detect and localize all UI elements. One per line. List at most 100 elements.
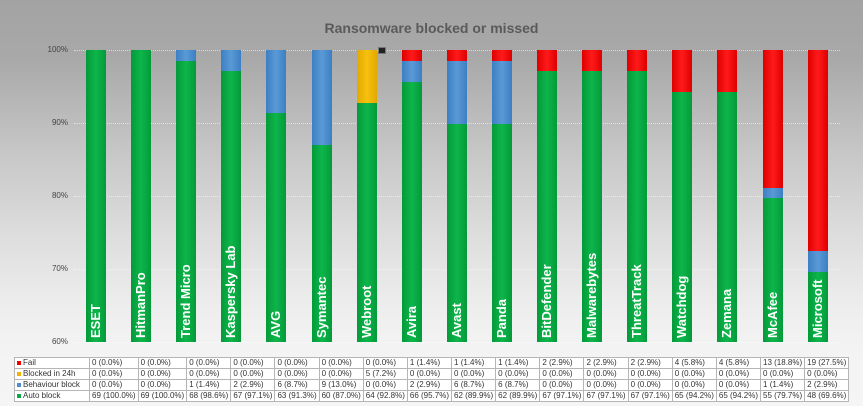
bar-microsoft[interactable]: Microsoft xyxy=(807,50,828,342)
bar-segment-auto[interactable] xyxy=(311,145,332,342)
bar-segment-fail[interactable] xyxy=(491,50,512,61)
bar-avast[interactable]: Avast xyxy=(446,50,467,342)
table-cell: 4 (5.8%) xyxy=(715,357,762,369)
bar-segment-auto[interactable] xyxy=(717,92,738,342)
bar-segment-auto[interactable] xyxy=(807,272,828,342)
table-cell: 0 (0.0%) xyxy=(671,368,717,380)
table-cell: 55 (79.7%) xyxy=(760,390,806,402)
table-cell: 0 (0.0%) xyxy=(760,368,806,380)
bar-avira[interactable]: Avira xyxy=(401,50,422,342)
table-cell: 1 (1.4%) xyxy=(495,357,541,369)
bar-segment-beh[interactable] xyxy=(221,50,242,72)
legend-entry: Behaviour block xyxy=(14,379,90,391)
table-row: Behaviour block 0 (0.0%) 0 (0.0%) 1 (1.4%) 2… xyxy=(14,379,850,391)
table-cell: 0 (0.0%) xyxy=(539,368,585,380)
bar-panda[interactable]: Panda xyxy=(491,50,512,342)
bar-segment-fail[interactable] xyxy=(401,50,422,61)
table-cell: 13 (18.8%) xyxy=(760,357,806,369)
table-cell: 0 (0.0%) xyxy=(362,379,408,391)
bar-segment-b24[interactable] xyxy=(356,50,377,103)
table-cell: 1 (1.4%) xyxy=(451,357,497,369)
table-cell: 2 (2.9%) xyxy=(583,357,629,369)
bar-avg[interactable]: AVG xyxy=(266,50,287,342)
table-cell: 0 (0.0%) xyxy=(89,368,139,380)
bar-segment-fail[interactable] xyxy=(672,50,693,93)
bar-segment-auto[interactable] xyxy=(627,71,648,342)
bar-mcafee[interactable]: McAfee xyxy=(762,50,783,342)
table-cell: 2 (2.9%) xyxy=(539,357,585,369)
bar-segment-beh[interactable] xyxy=(446,60,467,125)
bar-segment-beh[interactable] xyxy=(807,251,828,273)
bar-segment-beh[interactable] xyxy=(176,50,197,61)
table-cell: 0 (0.0%) xyxy=(137,368,188,380)
category-label: Webroot xyxy=(358,285,374,338)
bar-segment-auto[interactable] xyxy=(266,113,287,342)
bar-segment-auto[interactable] xyxy=(537,71,557,342)
table-cell: 65 (94.2%) xyxy=(671,390,717,402)
y-tick-label: 100% xyxy=(47,45,68,54)
bar-segment-fail[interactable] xyxy=(582,50,603,72)
bar-segment-fail[interactable] xyxy=(762,50,783,188)
table-cell: 62 (89.9%) xyxy=(451,390,497,402)
bar-trend-micro[interactable]: Trend Micro xyxy=(176,50,197,342)
category-label: Trend Micro xyxy=(178,264,194,338)
table-cell: 0 (0.0%) xyxy=(274,357,320,369)
bar-zemana[interactable]: Zemana xyxy=(717,50,738,342)
bar-threattrack[interactable]: ThreatTrack xyxy=(627,50,648,342)
bar-segment-auto[interactable] xyxy=(356,102,377,342)
table-cell: 0 (0.0%) xyxy=(89,379,139,391)
table-cell: 0 (0.0%) xyxy=(627,379,673,391)
bar-symantec[interactable]: Symantec xyxy=(311,50,332,342)
bar-webroot[interactable]: Webroot xyxy=(356,50,377,342)
table-cell: 0 (0.0%) xyxy=(186,357,232,369)
bar-segment-auto[interactable] xyxy=(131,50,152,342)
bar-segment-auto[interactable] xyxy=(491,124,512,342)
plot-area: ESET HitmanPro Trend Micro Kaspersky Lab AVG… xyxy=(74,50,840,343)
bar-segment-fail[interactable] xyxy=(627,50,648,72)
bar-segment-auto[interactable] xyxy=(762,198,783,342)
selection-handle-icon[interactable] xyxy=(378,47,386,54)
legend-swatch-icon xyxy=(17,382,21,387)
bar-hitmanpro[interactable]: HitmanPro xyxy=(131,50,152,342)
bar-segment-fail[interactable] xyxy=(446,50,467,61)
table-cell: 2 (2.9%) xyxy=(406,379,453,391)
bar-segment-beh[interactable] xyxy=(491,60,512,125)
bar-bitdefender[interactable]: BitDefender xyxy=(537,50,557,342)
bar-segment-beh[interactable] xyxy=(266,50,287,114)
category-label: Watchdog xyxy=(674,275,690,338)
bar-segment-beh[interactable] xyxy=(762,187,783,199)
bar-segment-auto[interactable] xyxy=(176,60,197,342)
bar-segment-fail[interactable] xyxy=(717,50,738,93)
y-tick-label: 80% xyxy=(51,191,68,200)
bar-segment-auto[interactable] xyxy=(446,124,467,342)
table-cell: 63 (91.3%) xyxy=(274,390,320,402)
legend-entry: Auto block xyxy=(14,390,90,402)
bar-watchdog[interactable]: Watchdog xyxy=(672,50,693,342)
table-cell: 0 (0.0%) xyxy=(583,368,629,380)
legend-swatch-icon xyxy=(17,360,21,365)
table-cell: 2 (2.9%) xyxy=(230,379,276,391)
bar-kaspersky-lab[interactable]: Kaspersky Lab xyxy=(221,50,242,342)
table-cell: 6 (8.7%) xyxy=(274,379,320,391)
bar-segment-fail[interactable] xyxy=(537,50,557,72)
bar-eset[interactable]: ESET xyxy=(86,50,106,342)
legend-swatch-icon xyxy=(17,393,21,398)
category-label: Symantec xyxy=(313,276,329,338)
bar-segment-beh[interactable] xyxy=(401,60,422,82)
bar-segment-fail[interactable] xyxy=(807,50,828,251)
category-label: HitmanPro xyxy=(133,272,149,338)
bar-segment-auto[interactable] xyxy=(221,71,242,342)
bar-segment-auto[interactable] xyxy=(672,92,693,342)
bar-segment-auto[interactable] xyxy=(86,50,106,342)
bar-segment-beh[interactable] xyxy=(311,50,332,146)
table-cell: 0 (0.0%) xyxy=(583,379,629,391)
bar-malwarebytes[interactable]: Malwarebytes xyxy=(582,50,603,342)
y-tick-label: 70% xyxy=(51,264,68,273)
table-cell: 0 (0.0%) xyxy=(715,368,762,380)
table-cell: 19 (27.5%) xyxy=(804,357,850,369)
bar-segment-auto[interactable] xyxy=(582,71,603,342)
category-label: Microsoft xyxy=(809,279,825,339)
table-cell: 69 (100.0%) xyxy=(89,390,139,402)
bar-segment-auto[interactable] xyxy=(401,81,422,342)
table-cell: 1 (1.4%) xyxy=(186,379,232,391)
